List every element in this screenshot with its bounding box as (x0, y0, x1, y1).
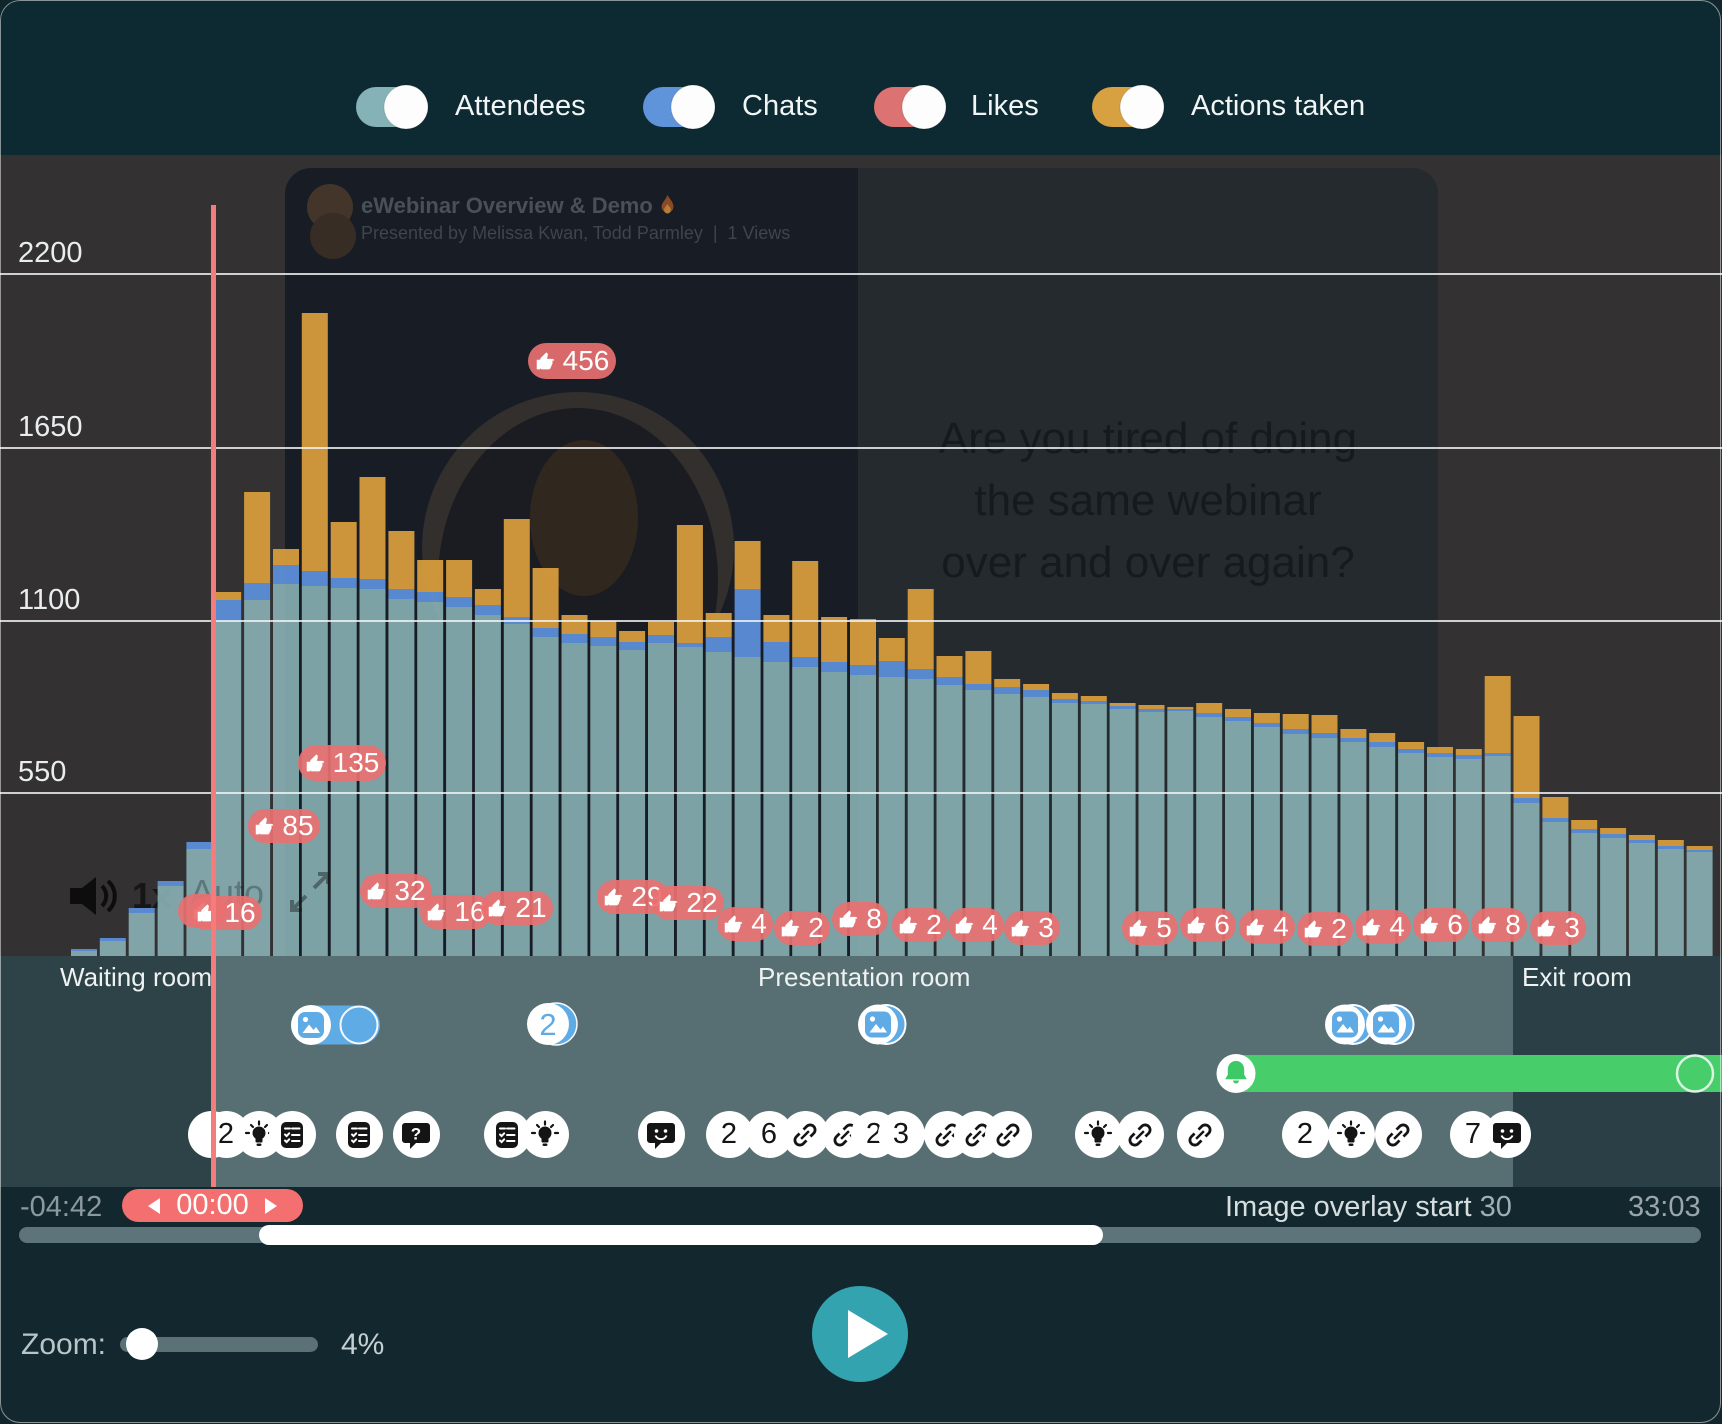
svg-text:2: 2 (539, 1007, 556, 1042)
svg-text:?: ? (411, 1124, 421, 1143)
